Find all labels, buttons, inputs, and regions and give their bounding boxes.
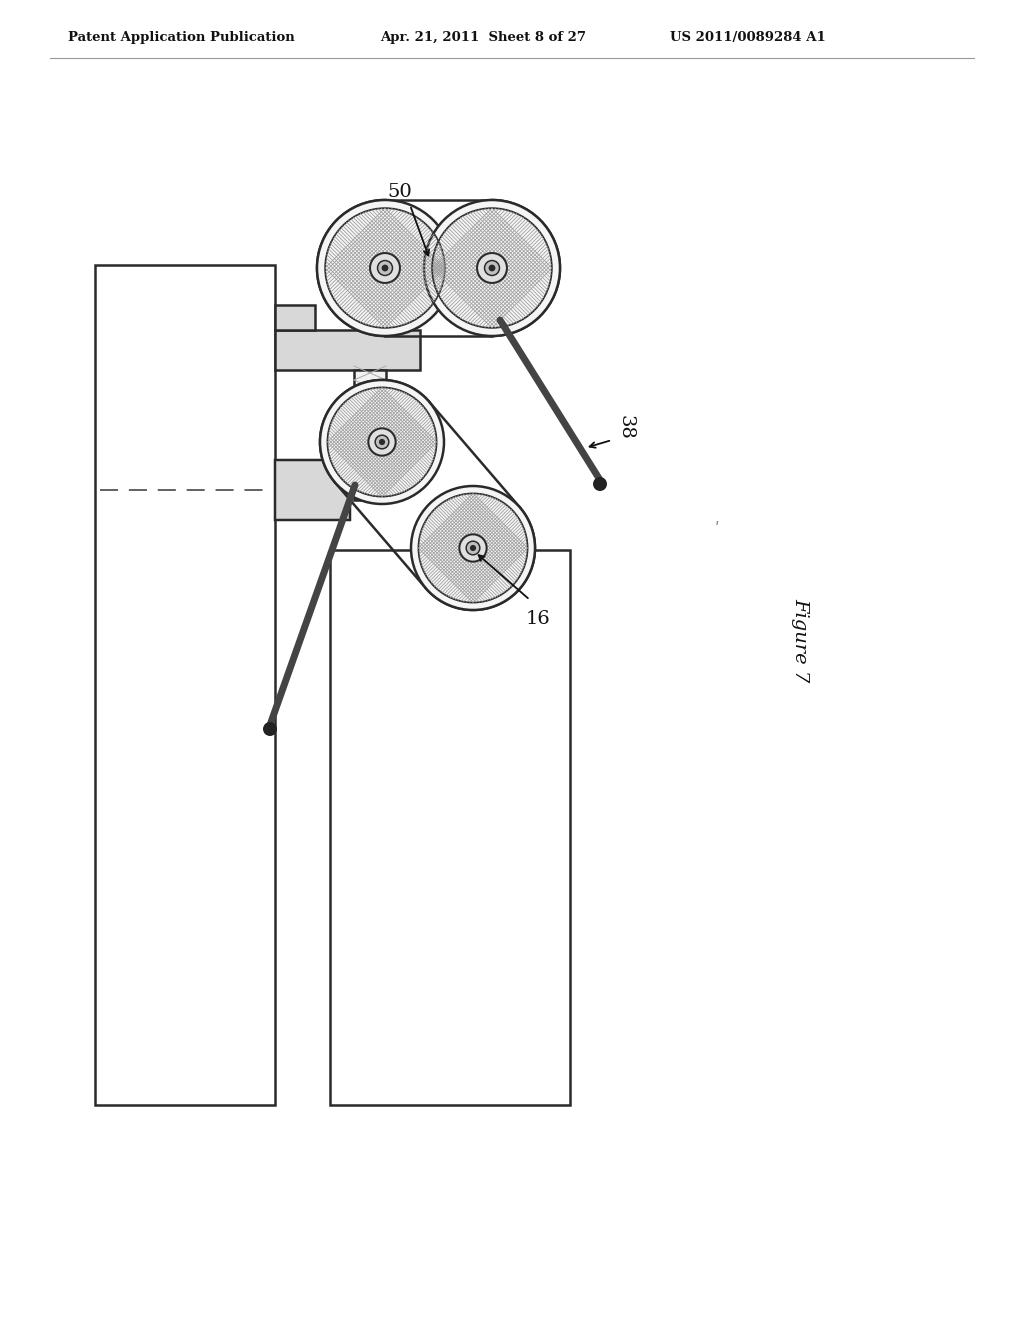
Bar	[275, 330, 420, 370]
Polygon shape	[275, 305, 315, 330]
Circle shape	[379, 438, 385, 445]
Polygon shape	[275, 459, 350, 520]
Text: ʹ: ʹ	[715, 521, 720, 539]
Text: 50: 50	[388, 183, 413, 201]
Text: Apr. 21, 2011  Sheet 8 of 27: Apr. 21, 2011 Sheet 8 of 27	[380, 30, 586, 44]
Circle shape	[382, 264, 388, 272]
Text: 38: 38	[617, 414, 635, 440]
Circle shape	[460, 535, 486, 561]
Bar	[330, 550, 570, 1105]
Circle shape	[369, 429, 395, 455]
Circle shape	[263, 722, 278, 737]
Circle shape	[424, 201, 560, 337]
Circle shape	[411, 486, 535, 610]
Text: Figure 7: Figure 7	[791, 598, 809, 682]
Circle shape	[488, 264, 496, 272]
Circle shape	[470, 545, 476, 552]
Circle shape	[593, 477, 607, 491]
Bar	[95, 265, 275, 1105]
Text: US 2011/0089284 A1: US 2011/0089284 A1	[670, 30, 825, 44]
Circle shape	[317, 201, 453, 337]
Circle shape	[477, 253, 507, 282]
Circle shape	[319, 380, 444, 504]
Text: 16: 16	[525, 610, 550, 628]
Circle shape	[370, 253, 400, 282]
Circle shape	[466, 541, 480, 554]
Circle shape	[484, 260, 500, 276]
Circle shape	[378, 260, 392, 276]
Text: Patent Application Publication: Patent Application Publication	[68, 30, 295, 44]
Bar	[354, 370, 386, 500]
Circle shape	[375, 436, 389, 449]
